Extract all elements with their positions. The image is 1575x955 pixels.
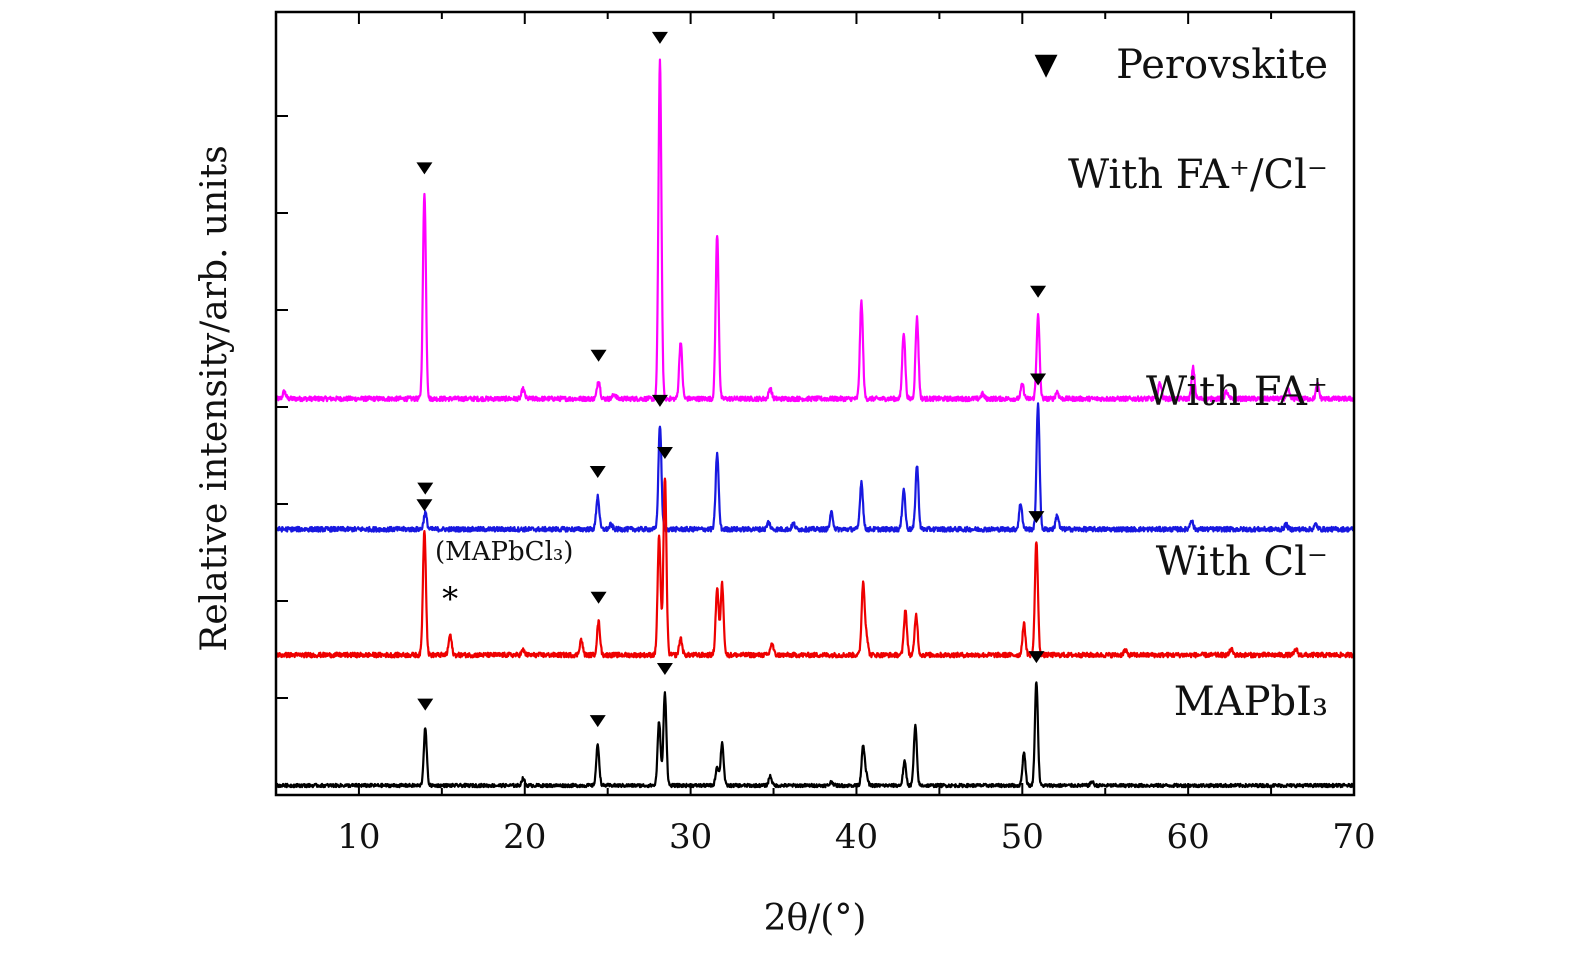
perovskite-marker-2-0 xyxy=(416,499,433,512)
perovskite-marker-3-3 xyxy=(1028,651,1045,664)
perovskite-marker-1-3 xyxy=(1030,373,1047,386)
perovskite-marker-3-1 xyxy=(589,715,606,728)
perovskite-marker-3-2 xyxy=(656,662,673,675)
series-layer xyxy=(274,58,1356,789)
x-axis-title: 2θ/(°) xyxy=(764,898,867,939)
perovskite-marker-0-0 xyxy=(416,162,433,175)
series-label-2: With Cl⁻ xyxy=(1156,539,1328,585)
series-line-3 xyxy=(274,681,1356,789)
annotation-impurity-star: * xyxy=(442,580,458,618)
x-tick-label: 70 xyxy=(1332,817,1375,857)
perovskite-marker-1-1 xyxy=(589,466,606,479)
perovskite-marker-0-2 xyxy=(651,31,668,44)
perovskite-marker-0-3 xyxy=(1030,285,1047,298)
perovskite-marker-1-0 xyxy=(417,482,434,495)
series-label-0: With FA⁺/Cl⁻ xyxy=(1068,152,1328,198)
x-tick-label: 30 xyxy=(669,817,712,857)
annotation-mapbcl3: (MAPbCl₃) xyxy=(435,537,573,567)
ticks-layer: 10 20 30 40 50 60 70 xyxy=(275,12,1376,857)
perovskite-marker-2-3 xyxy=(1028,511,1045,524)
x-tick-label: 60 xyxy=(1167,817,1210,857)
plot-frame xyxy=(274,10,1356,797)
series-line-0 xyxy=(274,58,1356,403)
perovskite-marker-1-2 xyxy=(651,394,668,407)
series-line-1 xyxy=(275,402,1355,533)
perovskite-marker-0-1 xyxy=(590,349,607,362)
perovskite-marker-2-2 xyxy=(656,447,673,460)
x-tick-label: 20 xyxy=(503,817,546,857)
series-label-1: With FA⁺ xyxy=(1146,369,1328,415)
x-tick-label: 40 xyxy=(835,817,878,857)
perovskite-marker-2-1 xyxy=(590,591,607,604)
series-label-3: MAPbI₃ xyxy=(1174,679,1328,725)
x-tick-label: 50 xyxy=(1001,817,1044,857)
legend-marker-icon: ▼ xyxy=(1034,47,1057,82)
series-line-2 xyxy=(274,477,1355,659)
perovskite-marker-3-0 xyxy=(417,698,434,711)
labels-layer: 2θ/(°) Relative intensity/arb. units ▼ P… xyxy=(194,42,1328,939)
y-axis-title: Relative intensity/arb. units xyxy=(194,145,235,651)
markers-layer xyxy=(416,31,1047,728)
legend-label: Perovskite xyxy=(1116,42,1328,88)
x-tick-label: 10 xyxy=(337,817,380,857)
